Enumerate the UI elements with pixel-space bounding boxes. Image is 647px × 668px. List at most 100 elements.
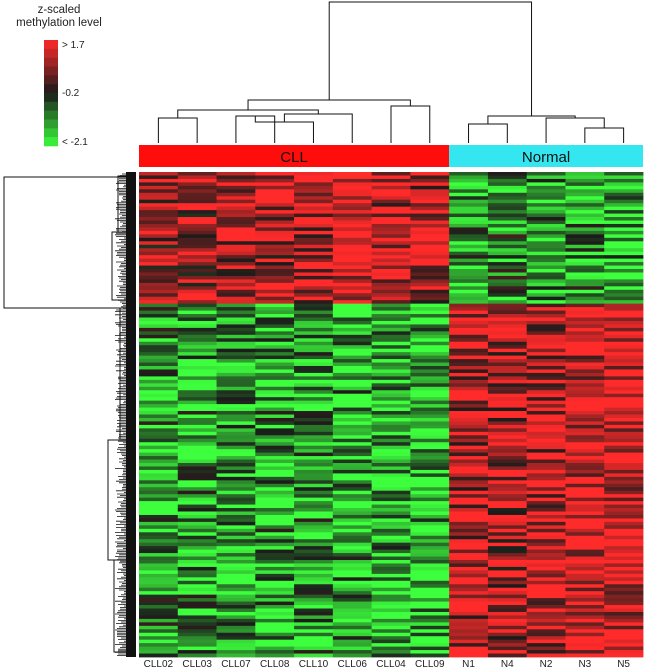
heatmap-cell [332,217,373,221]
heatmap-cell [487,220,528,225]
heatmap-cell [294,553,334,557]
heatmap-cell [294,469,334,474]
heatmap-cell [487,251,528,256]
heatmap-cell [410,404,450,408]
heatmap-cell [449,230,489,235]
heatmap-cell [332,639,373,644]
heatmap-cell [604,362,644,367]
heatmap-cell [526,213,566,218]
heatmap-cell [294,279,334,284]
heatmap-cell [410,424,450,429]
heatmap-cell [449,172,489,176]
heatmap-cell [216,217,256,221]
heatmap-cell [449,244,489,249]
heatmap-cell [449,310,489,315]
heatmap-cell [410,217,450,221]
heatmap-cell [449,428,489,433]
heatmap-cell [410,366,450,370]
heatmap-cell [255,584,295,589]
heatmap-cell [526,255,566,260]
heatmap-cell [139,476,179,481]
heatmap-cell [177,431,217,436]
heatmap-cell [216,345,256,350]
heatmap-cell [565,206,605,211]
heatmap-cell [177,598,217,602]
heatmap-cell [294,417,334,422]
heatmap-cell [255,598,295,602]
heatmap-cell [371,605,411,609]
heatmap-cell [371,317,411,322]
heatmap-cell [332,189,373,194]
heatmap-cell [410,625,450,630]
column-label: CLL10 [299,659,329,668]
heatmap-cell [139,438,179,443]
heatmap-cell [526,327,566,332]
heatmap-cell [294,466,334,471]
heatmap-cell [604,643,644,648]
heatmap-cell [449,192,489,197]
heatmap-cell [294,535,334,540]
heatmap-cell [604,411,644,415]
heatmap-cell [294,629,334,634]
heatmap-cell [449,237,489,242]
heatmap-cell [177,300,217,305]
heatmap-cell [565,591,605,596]
heatmap-cell [526,265,566,270]
heatmap-cell [332,265,373,270]
heatmap-cell [449,469,489,474]
heatmap-cell [487,348,528,353]
heatmap-cell [139,615,179,620]
heatmap-cell [294,511,334,516]
heatmap-cell [604,580,644,585]
heatmap-cell [255,372,295,377]
heatmap-cell [604,189,644,194]
heatmap-cell [216,653,256,658]
heatmap-cell [294,646,334,651]
heatmap-cell [216,494,256,499]
heatmap-cell [294,605,334,609]
heatmap-cell [216,445,256,450]
heatmap-cell [255,504,295,509]
heatmap-cell [526,587,566,592]
heatmap-cell [139,504,179,509]
heatmap-cell [449,650,489,654]
heatmap-cell [255,376,295,381]
heatmap-cell [371,230,411,235]
heatmap-cell [216,528,256,533]
heatmap-cell [139,227,179,232]
heatmap-cell [526,577,566,582]
heatmap-cell [526,192,566,197]
heatmap-cell [216,407,256,412]
heatmap-cell [449,213,489,218]
heatmap-cell [526,411,566,415]
heatmap-cell [255,189,295,194]
heatmap-cell [604,300,644,305]
heatmap-cell [487,248,528,253]
heatmap-cell [371,217,411,221]
heatmap-cell [216,352,256,357]
heatmap-cell [139,573,179,578]
heatmap-cell [332,553,373,557]
heatmap-cell [332,629,373,634]
heatmap-cell [371,303,411,308]
heatmap-cell [565,442,605,447]
heatmap-cell [139,223,179,228]
heatmap-cell [294,293,334,298]
heatmap-cell [371,615,411,620]
heatmap-cell [487,341,528,346]
heatmap-cell [332,469,373,474]
heatmap-cell [255,203,295,208]
heatmap-cell [449,473,489,478]
heatmap-cell [449,490,489,495]
heatmap-cell [410,532,450,537]
heatmap-cell [410,459,450,464]
heatmap-cell [255,400,295,405]
heatmap-cell [255,244,295,249]
heatmap-cell [139,577,179,582]
heatmap-cell [255,417,295,422]
heatmap-cell [294,310,334,315]
heatmap-cell [371,314,411,318]
heatmap-cell [410,428,450,433]
heatmap-cell [565,549,605,554]
heatmap-cell [410,573,450,578]
